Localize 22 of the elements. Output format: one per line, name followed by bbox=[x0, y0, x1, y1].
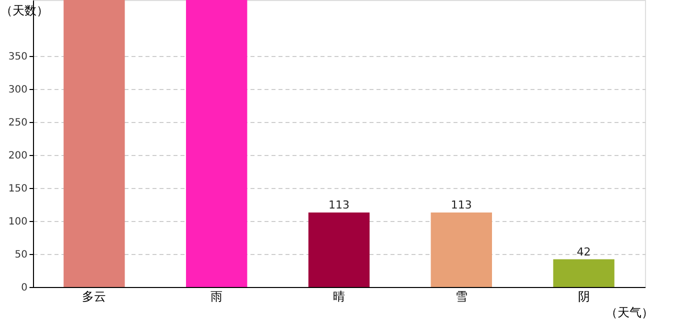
y-tick-label: 200 bbox=[8, 150, 28, 162]
bar bbox=[308, 212, 370, 287]
y-tick-label: 350 bbox=[8, 52, 28, 63]
x-tick-label: 晴 bbox=[333, 290, 345, 304]
x-tick-label: 多云 bbox=[82, 290, 106, 304]
data-label: 113 bbox=[450, 198, 472, 212]
bar bbox=[553, 259, 614, 287]
x-tick-label: 阴 bbox=[578, 290, 590, 304]
x-tick-label: 雪 bbox=[455, 290, 468, 304]
bar bbox=[430, 212, 492, 287]
y-tick-label: 0 bbox=[21, 282, 28, 294]
x-tick-label: 雨 bbox=[210, 290, 223, 304]
y-tick-label: 150 bbox=[8, 184, 28, 195]
bar bbox=[186, 0, 248, 287]
bar bbox=[64, 0, 125, 287]
data-label: 113 bbox=[328, 198, 350, 212]
y-tick-label: 300 bbox=[8, 84, 28, 96]
y-tick-label: 50 bbox=[14, 250, 28, 261]
y-tick-label: 100 bbox=[8, 216, 28, 228]
y-tick-label: 250 bbox=[8, 118, 28, 129]
x-axis-title: （天气） bbox=[606, 306, 654, 320]
data-label: 42 bbox=[576, 245, 591, 258]
